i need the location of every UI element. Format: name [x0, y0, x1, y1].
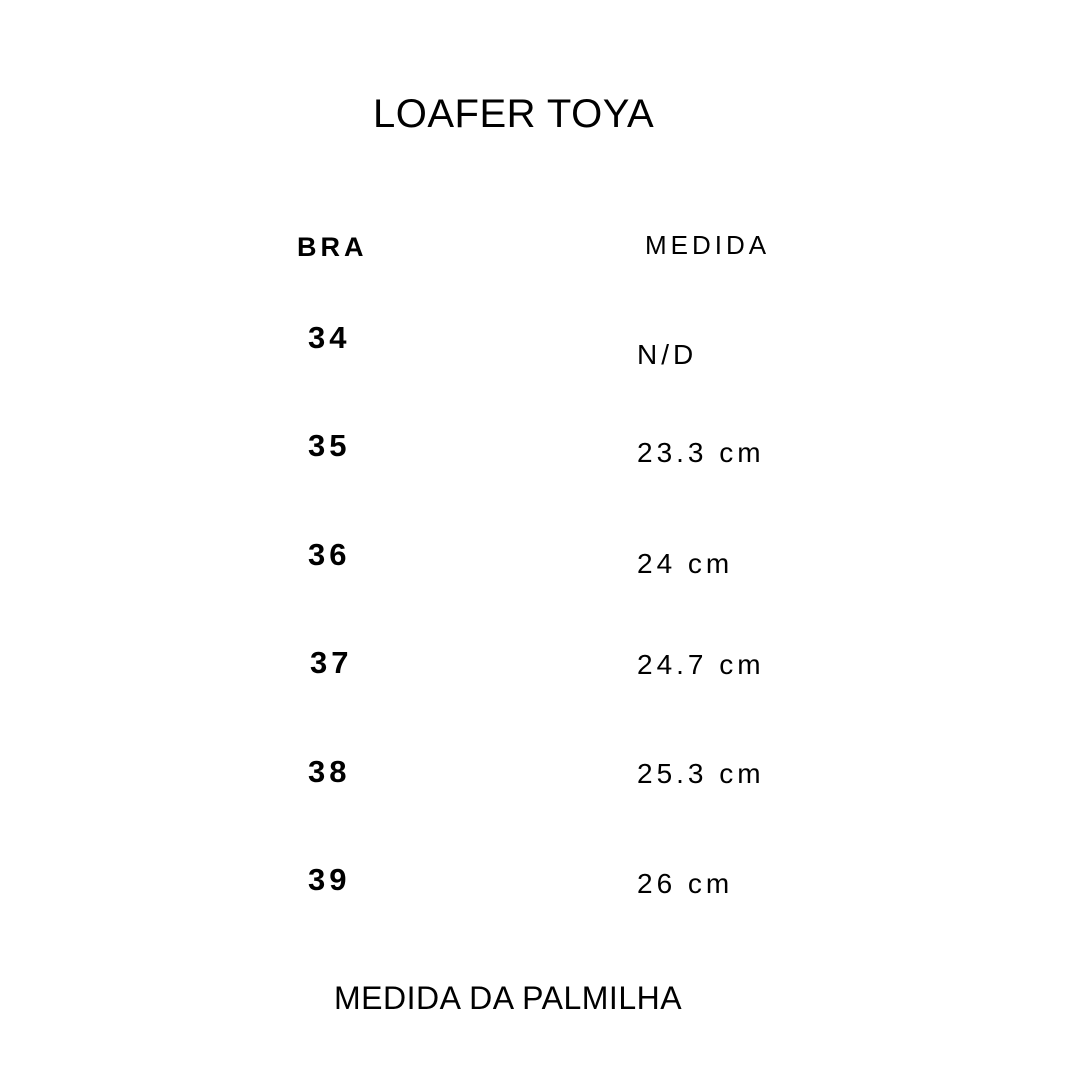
header-measure: MEDIDA [645, 230, 771, 260]
header-size: BRA [297, 232, 368, 262]
size-cell: 37 [310, 645, 353, 680]
measure-cell: 24.7 cm [637, 649, 765, 680]
size-cell: 39 [308, 862, 351, 897]
size-cell: 36 [308, 537, 351, 572]
size-cell: 34 [308, 320, 351, 355]
footer-note: MEDIDA DA PALMILHA [334, 980, 683, 1016]
page-title: LOAFER TOYA [373, 92, 655, 136]
measure-cell: 25.3 cm [637, 758, 765, 789]
size-cell: 38 [308, 754, 351, 789]
measure-cell: 26 cm [637, 868, 734, 899]
size-cell: 35 [308, 428, 351, 463]
measure-cell: N/D [637, 339, 698, 370]
measure-cell: 24 cm [637, 548, 734, 579]
measure-cell: 23.3 cm [637, 437, 765, 468]
